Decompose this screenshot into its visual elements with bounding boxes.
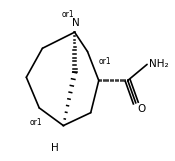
Text: or1: or1 bbox=[99, 57, 111, 66]
Text: N: N bbox=[72, 18, 80, 28]
Text: O: O bbox=[137, 104, 146, 114]
Text: H: H bbox=[51, 143, 59, 153]
Text: NH₂: NH₂ bbox=[149, 59, 168, 69]
Text: or1: or1 bbox=[30, 118, 42, 127]
Text: or1: or1 bbox=[62, 10, 74, 19]
